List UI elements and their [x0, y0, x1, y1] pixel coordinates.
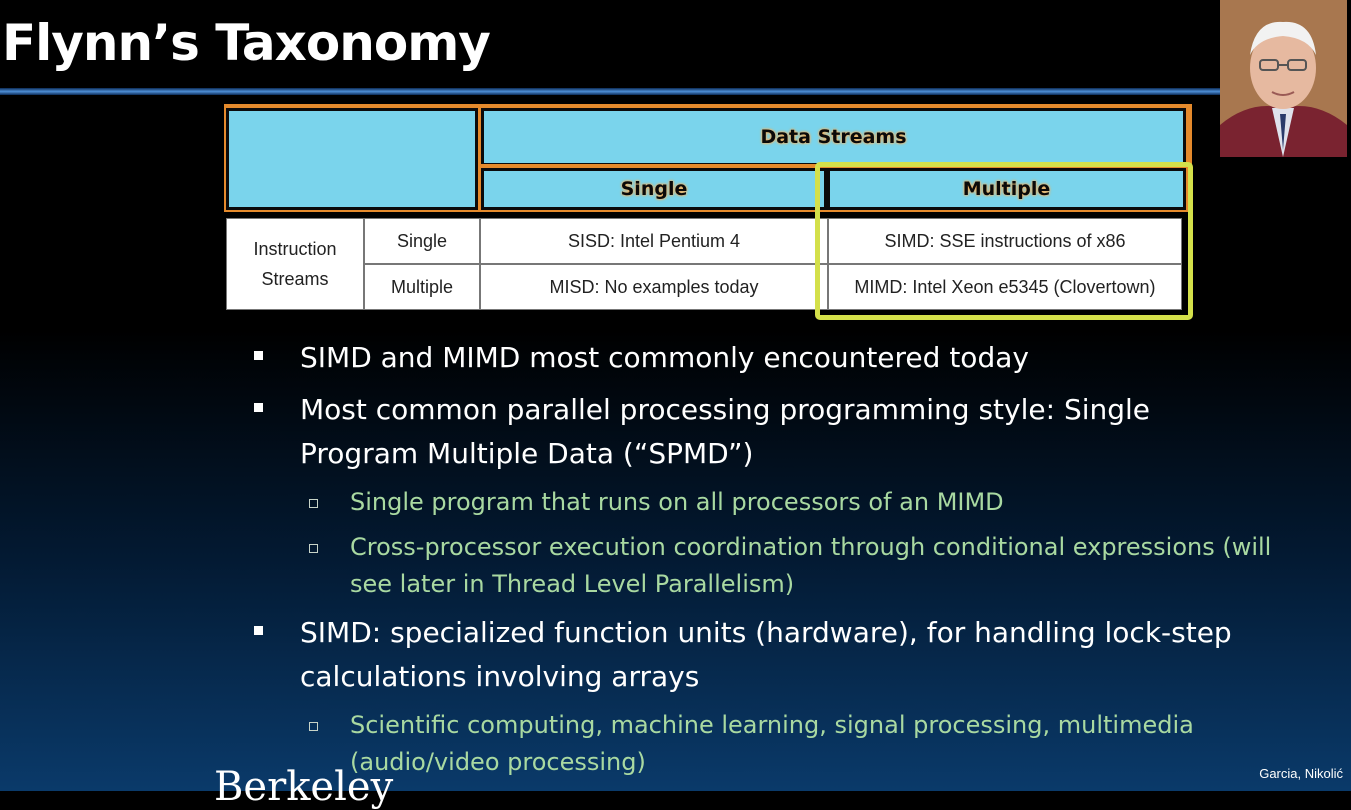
sub-bullet-item: Cross-processor execution coordination t… — [250, 529, 1280, 603]
portrait-photo — [1220, 0, 1347, 157]
simd-label: SIMD: SSE instructions of x86 — [884, 230, 1126, 251]
row-multiple-label: Multiple — [390, 276, 454, 297]
single-column-header: Single — [481, 168, 827, 210]
bullet-list: SIMD and MIMD most commonly encountered … — [250, 336, 1330, 789]
data-streams-header: Data Streams — [481, 108, 1186, 166]
flynn-taxonomy-table: Data Streams Single Multiple Instruction… — [224, 104, 1192, 312]
row-single-cell: Single — [364, 218, 480, 264]
row-multiple-cell: Multiple — [364, 264, 480, 310]
mimd-label: MIMD: Intel Xeon e5345 (Clovertown) — [854, 276, 1156, 297]
slide-title: Flynn’s Taxonomy — [2, 14, 491, 72]
sisd-label: SISD: Intel Pentium 4 — [567, 230, 741, 251]
sub-bullet-item: Single program that runs on all processo… — [250, 484, 1330, 521]
header-corner — [226, 108, 478, 210]
sisd-cell: SISD: Intel Pentium 4 — [480, 218, 828, 264]
sub-bullet-item: Scientific computing, machine learning, … — [250, 707, 1250, 781]
title-underline — [0, 88, 1220, 95]
misd-label: MISD: No examples today — [549, 276, 759, 297]
bullet-item: SIMD and MIMD most commonly encountered … — [250, 336, 1330, 380]
multiple-column-header: Multiple — [827, 168, 1186, 210]
row-single-label: Single — [396, 230, 448, 251]
data-streams-label: Data Streams — [760, 126, 907, 148]
mimd-cell: MIMD: Intel Xeon e5345 (Clovertown) — [828, 264, 1182, 310]
berkeley-logo-text: Berkeley — [214, 764, 394, 810]
bullet-item: Most common parallel processing programm… — [250, 388, 1200, 476]
simd-cell: SIMD: SSE instructions of x86 — [828, 218, 1182, 264]
misd-cell: MISD: No examples today — [480, 264, 828, 310]
bullet-item: SIMD: specialized function units (hardwa… — [250, 611, 1300, 699]
author-credit: Garcia, Nikolić — [1259, 766, 1343, 781]
multiple-column-highlight — [815, 162, 1193, 320]
instruction-streams-cell: Instruction Streams — [226, 218, 364, 310]
multiple-column-label: Multiple — [962, 178, 1051, 200]
single-column-label: Single — [620, 178, 688, 200]
instruction-streams-label: Instruction Streams — [253, 239, 337, 289]
portrait-icon — [1220, 0, 1347, 157]
